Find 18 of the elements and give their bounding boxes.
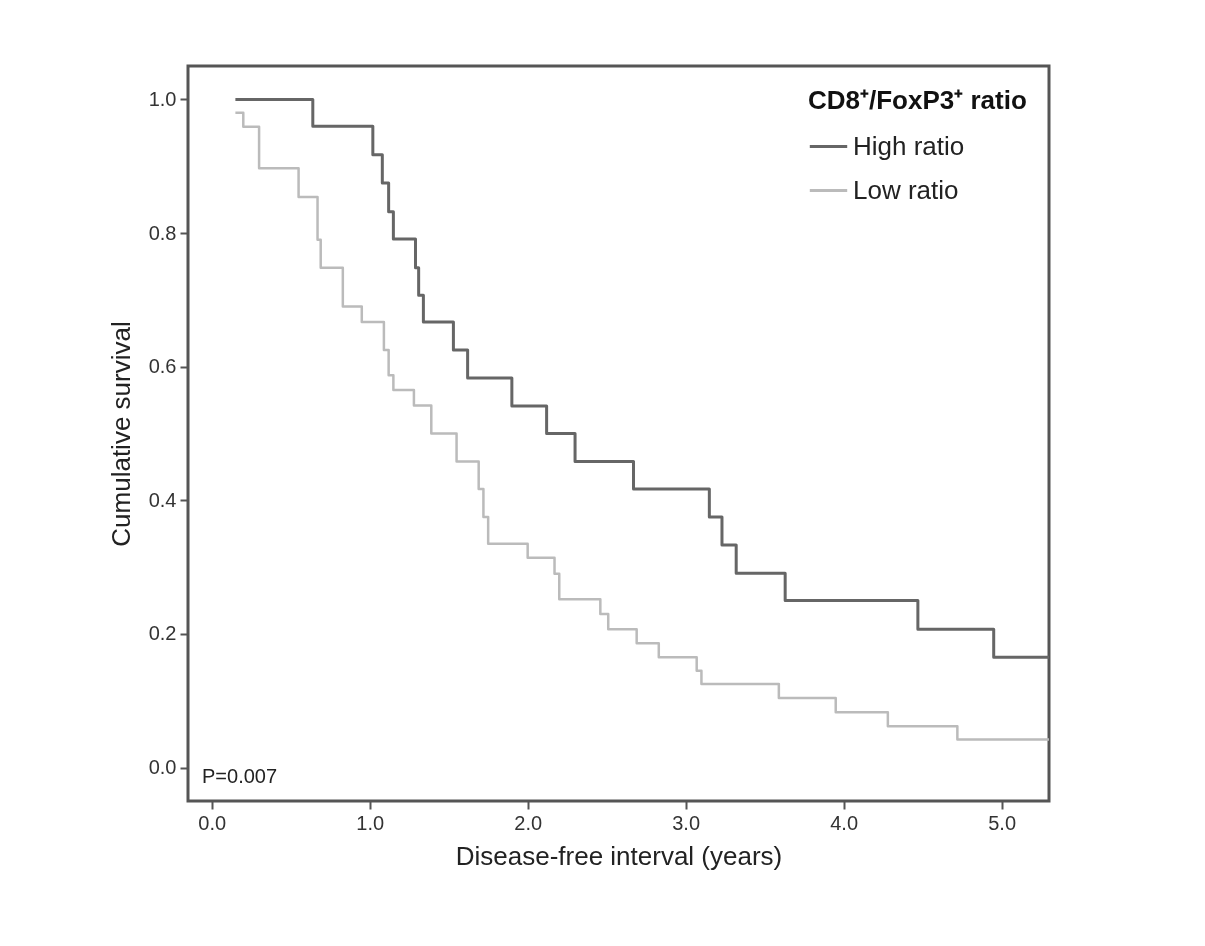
legend-title: CD8⁺/FoxP3⁺ ratio	[808, 85, 1027, 115]
x-tick-label: 0.0	[198, 811, 227, 834]
legend-label: High ratio	[853, 130, 965, 161]
y-tick-label: 0.0	[148, 756, 177, 779]
x-axis-title: Disease-free interval (years)	[455, 840, 783, 871]
y-tick-label: 0.4	[148, 488, 177, 511]
y-tick-label: 0.8	[148, 221, 177, 244]
x-tick-label: 2.0	[514, 811, 543, 834]
y-tick-label: 0.2	[148, 622, 177, 645]
legend-label: Low ratio	[853, 174, 959, 205]
annotation: P=0.007	[202, 765, 278, 787]
y-axis-title: Cumulative survival	[105, 321, 136, 547]
y-tick-label: 1.0	[148, 87, 177, 110]
x-tick-label: 3.0	[672, 811, 701, 834]
y-tick-label: 0.6	[148, 355, 177, 378]
x-tick-label: 5.0	[988, 811, 1017, 834]
x-tick-label: 4.0	[830, 811, 859, 834]
x-tick-label: 1.0	[356, 811, 385, 834]
